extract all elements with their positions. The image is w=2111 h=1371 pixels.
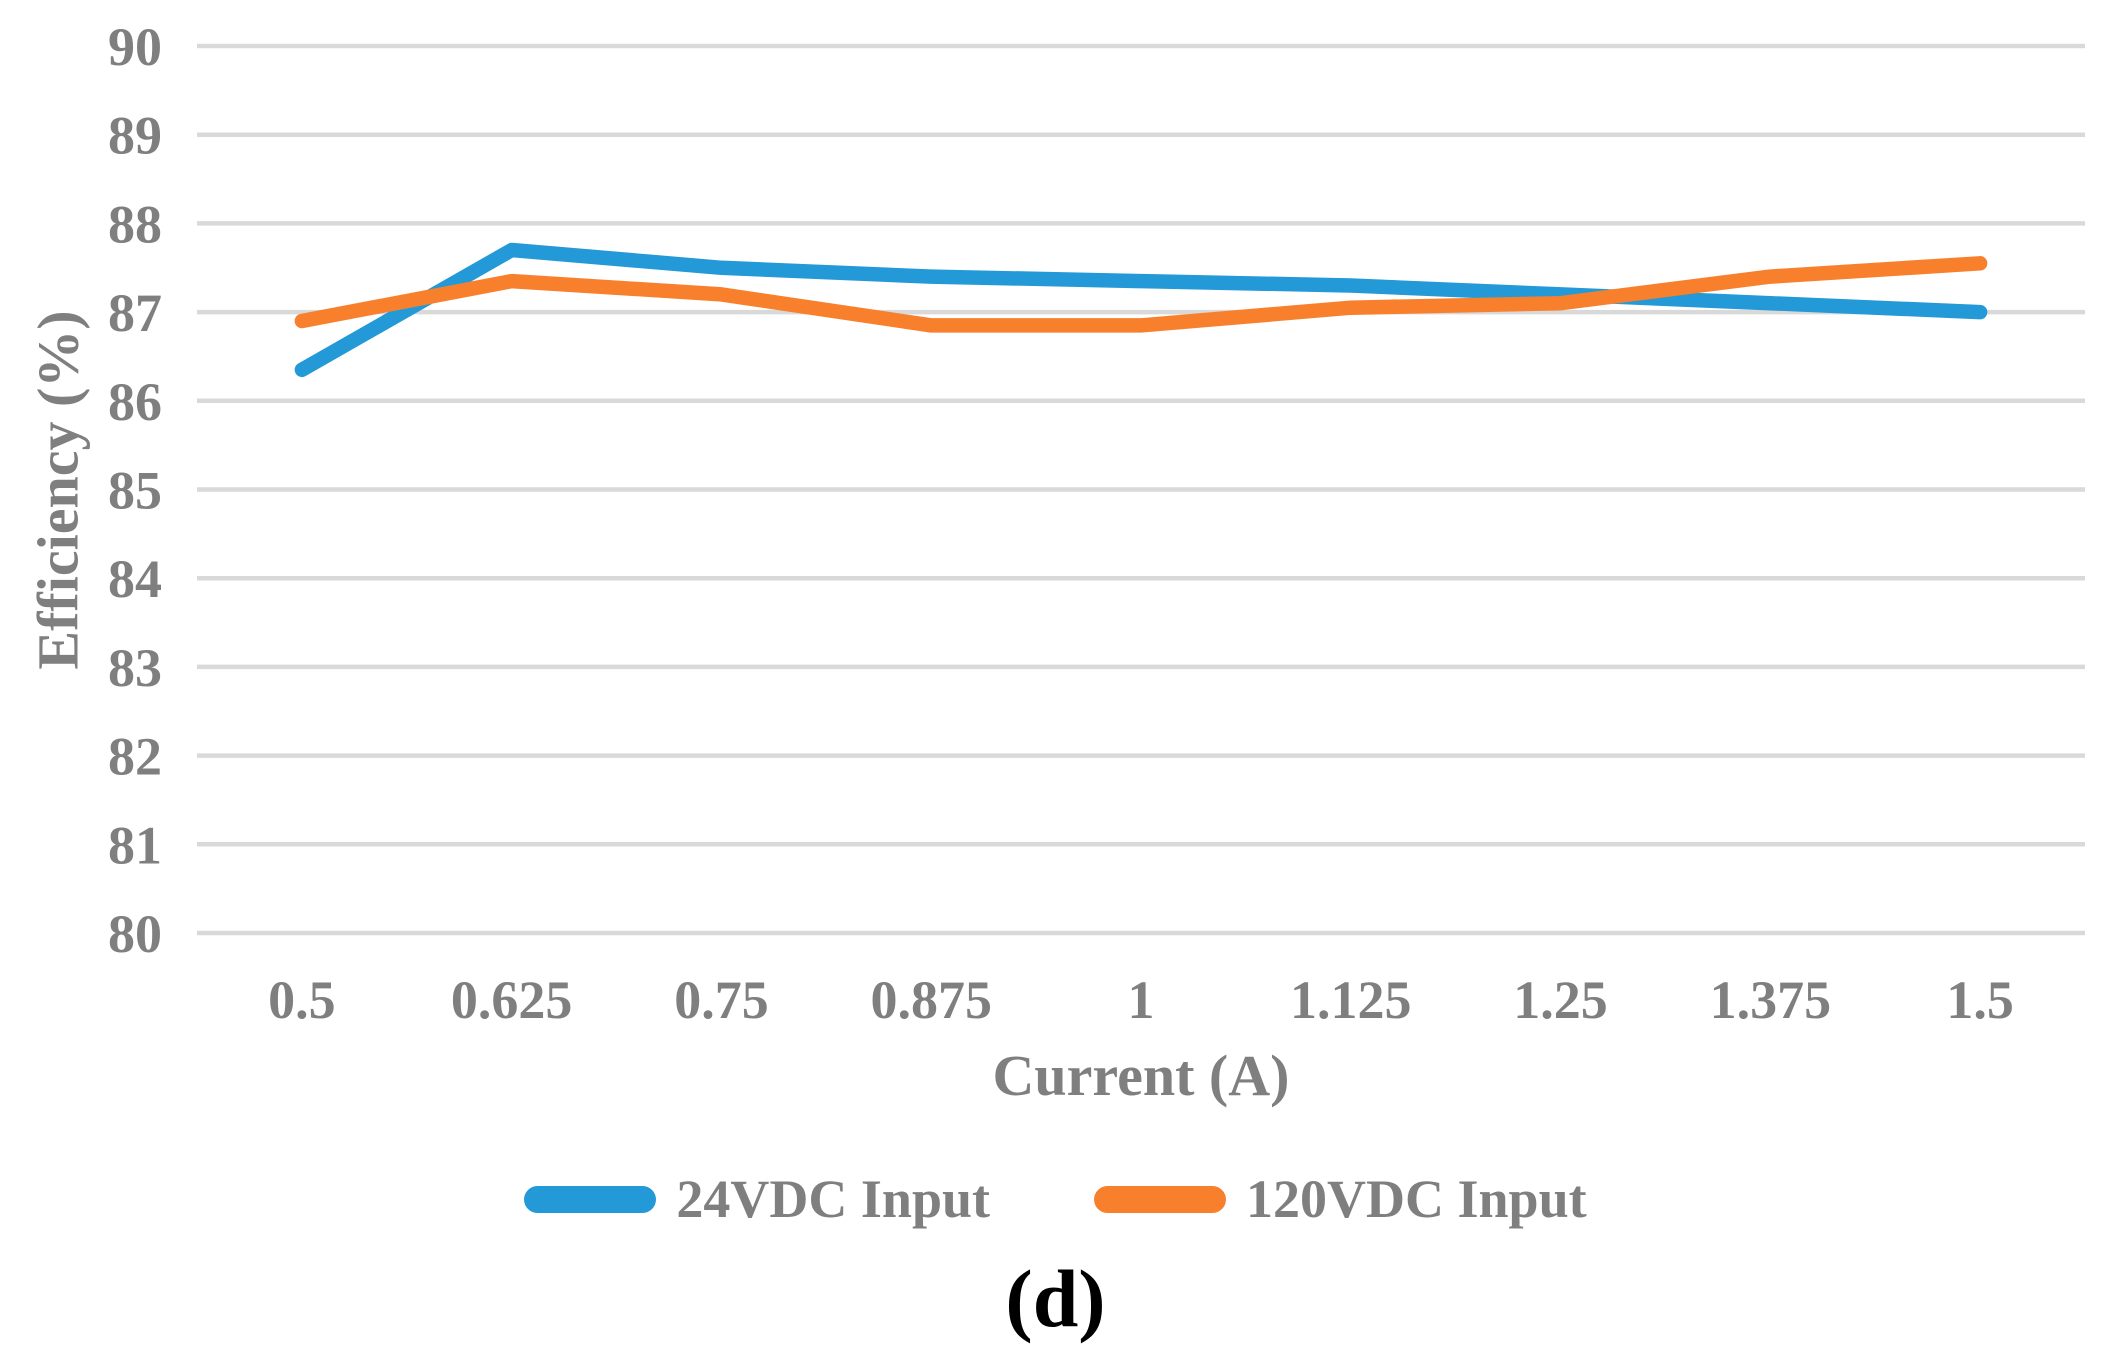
x-tick-label-0.5: 0.5 [268,970,336,1030]
x-axis-title: Current (A) [992,1043,1290,1108]
y-tick-label-84: 84 [108,549,162,609]
x-tick-label-1: 1 [1128,970,1155,1030]
figure-caption: (d) [1005,1253,1106,1344]
legend-label-24vdc: 24VDC Input [676,1169,990,1229]
y-tick-label-85: 85 [108,461,162,521]
y-tick-label-82: 82 [108,727,162,787]
x-tick-label-0.625: 0.625 [451,970,573,1030]
y-tick-label-83: 83 [108,638,162,698]
legend: 24VDC Input 120VDC Input [0,1168,2111,1230]
x-tick-label-1.125: 1.125 [1290,970,1412,1030]
x-tick-label-1.375: 1.375 [1710,970,1832,1030]
x-tick-label-0.875: 0.875 [870,970,992,1030]
x-tick-label-1.5: 1.5 [1946,970,2014,1030]
series-line-24vdc-input [294,242,1988,378]
legend-item-24vdc: 24VDC Input [524,1168,990,1230]
y-tick-label-81: 81 [108,815,162,875]
y-tick-label-90: 90 [108,17,162,77]
legend-label-120vdc: 120VDC Input [1246,1169,1587,1229]
y-tick-label-86: 86 [108,372,162,432]
y-tick-label-89: 89 [108,106,162,166]
x-tick-label-1.25: 1.25 [1513,970,1608,1030]
legend-item-120vdc: 120VDC Input [1094,1168,1587,1230]
y-tick-label-88: 88 [108,194,162,254]
legend-swatch-120vdc-icon [1094,1185,1226,1213]
y-axis-title: Efficiency (%) [25,310,91,670]
y-tick-label-87: 87 [108,283,162,343]
series-line-120vdc-input [294,256,1988,333]
x-tick-label-0.75: 0.75 [674,970,769,1030]
legend-swatch-24vdc-icon [524,1185,657,1213]
y-tick-label-80: 80 [108,904,162,964]
